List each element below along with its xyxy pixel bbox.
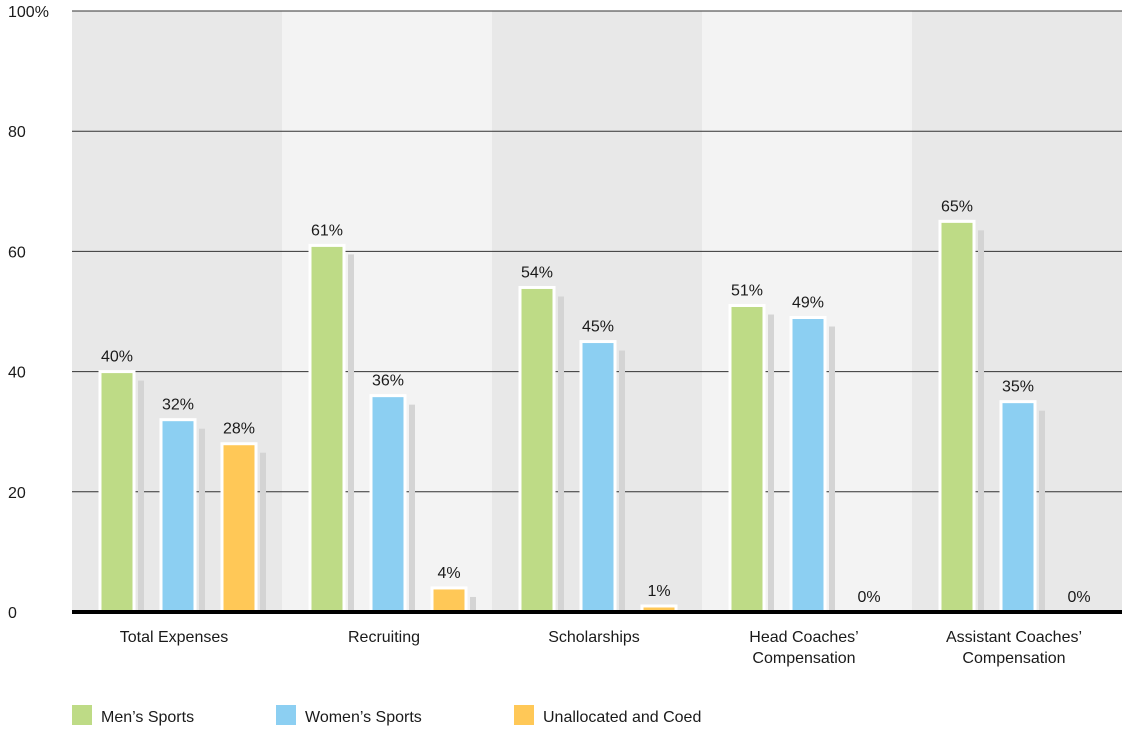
data-label: 28%	[223, 421, 255, 438]
legend-label: Women’s Sports	[305, 709, 422, 726]
bars	[98, 219, 1045, 614]
bar-shadow	[348, 254, 354, 612]
bar-shadow	[558, 296, 564, 612]
data-label: 0%	[1067, 589, 1090, 606]
data-labels: 40% 61% 54% 51% 65% 32% 36% 45% 49% 35% 28% 4% 1% 0% 0…	[101, 198, 1091, 606]
y-tick-label: 60	[8, 244, 26, 261]
bar-0-4	[938, 219, 976, 614]
bar-0-1	[308, 243, 346, 614]
category-label: Assistant Coaches’	[946, 629, 1082, 646]
bar-shadow	[260, 452, 266, 612]
data-label: 49%	[792, 295, 824, 312]
bar-shadow	[199, 428, 205, 612]
data-label: 65%	[941, 198, 973, 215]
data-label: 54%	[521, 264, 553, 281]
y-axis-tick-labels: 0 20 40 60 80 100%	[8, 4, 49, 622]
y-tick-label: 80	[8, 124, 26, 141]
data-label: 4%	[437, 565, 460, 582]
legend-label: Unallocated and Coed	[543, 709, 701, 726]
category-label: Head Coaches’	[749, 629, 858, 646]
bar-shadow	[978, 230, 984, 613]
bar-shadow	[409, 404, 415, 612]
y-tick-label: 100%	[8, 4, 49, 21]
legend: Men’s Sports Women’s Sports Unallocated an…	[72, 705, 701, 726]
category-label: Scholarships	[548, 629, 640, 646]
y-tick-label: 40	[8, 365, 26, 382]
bar-0-3	[728, 303, 766, 614]
bar-1-0	[159, 418, 197, 614]
data-label: 45%	[582, 319, 614, 336]
bar-1-1	[369, 394, 407, 614]
category-label: Recruiting	[348, 629, 420, 646]
bar-2-1	[430, 586, 468, 614]
bar-shadow	[619, 350, 625, 612]
legend-swatch	[72, 705, 92, 725]
bar-0-0	[98, 370, 136, 614]
category-label: Total Expenses	[120, 629, 229, 646]
data-label: 36%	[372, 373, 404, 390]
data-label: 0%	[857, 589, 880, 606]
bar-1-3	[789, 316, 827, 614]
bar-shadow	[768, 314, 774, 612]
bar-1-2	[579, 340, 617, 614]
category-label: Compensation	[962, 650, 1065, 667]
legend-swatch	[276, 705, 296, 725]
bar-shadow	[1039, 410, 1045, 612]
bar-shadow	[138, 380, 144, 612]
category-label: Compensation	[752, 650, 855, 667]
bar-0-2	[518, 285, 556, 614]
data-label: 35%	[1002, 379, 1034, 396]
y-tick-label: 20	[8, 485, 26, 502]
data-label: 61%	[311, 222, 343, 239]
y-tick-label: 0	[8, 605, 17, 622]
data-label: 51%	[731, 282, 763, 299]
bar-shadow	[829, 326, 835, 612]
data-label: 32%	[162, 397, 194, 414]
bar-shadow	[470, 596, 476, 612]
category-labels: Total Expenses Recruiting Scholarships Head…	[120, 629, 1082, 667]
data-label: 40%	[101, 349, 133, 366]
legend-swatch	[514, 705, 534, 725]
bar-1-4	[999, 400, 1037, 614]
bar-2-0	[220, 442, 258, 614]
data-label: 1%	[647, 583, 670, 600]
legend-label: Men’s Sports	[101, 709, 194, 726]
